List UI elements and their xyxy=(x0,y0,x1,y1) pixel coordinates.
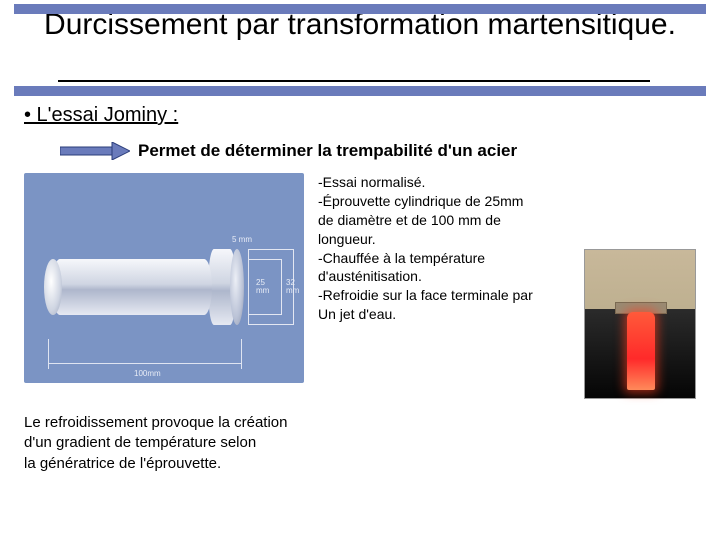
detail-line: -Essai normalisé. xyxy=(318,173,570,192)
arrow-caption: Permet de déterminer la trempabilité d'u… xyxy=(138,141,517,161)
detail-line: -Chauffée à la température xyxy=(318,249,570,268)
arrow-right-icon xyxy=(60,142,130,160)
arrow-row: Permet de déterminer la trempabilité d'u… xyxy=(60,141,696,161)
footer-line: la génératrice de l'éprouvette. xyxy=(24,454,696,474)
detail-line: Un jet d'eau. xyxy=(318,305,570,324)
jominy-specimen-diagram: 5 mm 25 mm 32 mm 100mm xyxy=(24,173,304,383)
footer-line: Le refroidissement provoque la création xyxy=(24,413,696,433)
detail-line: d'austénitisation. xyxy=(318,267,570,286)
body-row: 5 mm 25 mm 32 mm 100mm -Essai normalisé.… xyxy=(24,173,696,399)
detail-line: -Éprouvette cylindrique de 25mm xyxy=(318,192,570,211)
detail-line: de diamètre et de 100 mm de xyxy=(318,211,570,230)
diagram-flange-end xyxy=(230,249,244,325)
diagram-dim-line-length xyxy=(48,363,242,364)
diagram-cylinder-end xyxy=(44,259,62,315)
diagram-label-length: 100mm xyxy=(134,369,161,378)
detail-line: -Refroidie sur la face terminale par xyxy=(318,286,570,305)
section-subtitle: • L'essai Jominy : xyxy=(24,104,696,127)
photo-hot-specimen xyxy=(627,312,655,390)
footer-text: Le refroidissement provoque la création … xyxy=(24,413,696,474)
title-area: Durcissement par transformation martensi… xyxy=(0,0,720,44)
detail-line: longueur. xyxy=(318,230,570,249)
quench-photo xyxy=(584,249,696,399)
content-area: • L'essai Jominy : Permet de déterminer … xyxy=(24,104,696,474)
diagram-cylinder-body xyxy=(52,259,212,315)
footer-line: d'un gradient de température selon xyxy=(24,433,696,453)
accent-bar-top xyxy=(14,4,706,14)
diagram-label-diameter: 25 mm xyxy=(256,279,269,295)
details-text: -Essai normalisé. -Éprouvette cylindriqu… xyxy=(318,173,570,399)
accent-bar-bottom xyxy=(14,86,706,96)
title-underline xyxy=(58,80,650,82)
diagram-label-flange-thickness: 5 mm xyxy=(232,235,252,244)
diagram-label-flange-diameter: 32 mm xyxy=(286,279,299,295)
